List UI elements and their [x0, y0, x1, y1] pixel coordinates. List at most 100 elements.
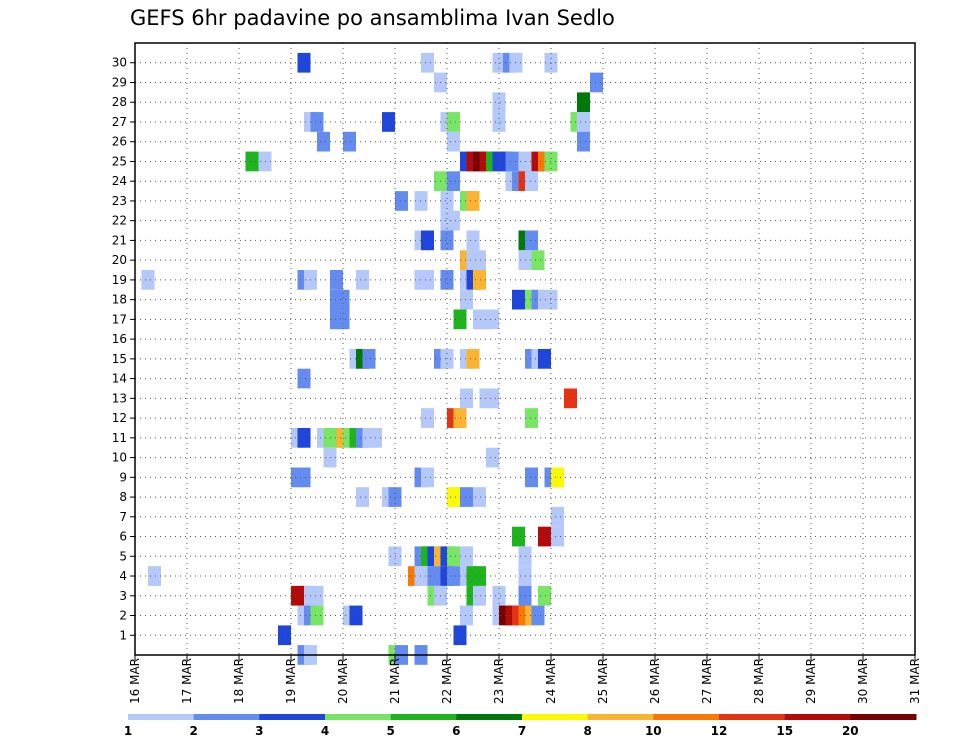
y-tick-label: 24: [112, 174, 127, 188]
data-cell: [310, 605, 324, 626]
y-tick-label: 23: [112, 194, 127, 208]
legend-label: 12: [711, 724, 728, 738]
data-cell: [525, 171, 538, 191]
data-cell: [421, 230, 434, 251]
y-tick-label: 11: [112, 431, 127, 445]
data-cell: [440, 270, 454, 290]
data-cell: [473, 250, 486, 270]
data-cell: [447, 566, 460, 586]
legend-swatch: [193, 714, 260, 720]
y-tick-label: 22: [112, 214, 127, 228]
legend-swatch: [456, 714, 523, 720]
data-cell: [505, 151, 519, 172]
y-tick-label: 13: [112, 391, 127, 405]
legend-swatch: [259, 714, 326, 720]
y-axis: 1234567891011121314151617181920212223242…: [112, 56, 135, 642]
data-cell: [466, 349, 480, 369]
data-cell: [310, 112, 324, 132]
plot-frame: [134, 42, 916, 656]
data-cell: [525, 467, 538, 488]
grid-layer: [135, 43, 915, 655]
data-cell: [356, 270, 369, 290]
data-cell: [395, 191, 408, 211]
x-axis: 16 MAR 17 MAR 18 MAR 19 MAR 20 MAR 21 MAR 22 M…: [128, 655, 922, 704]
data-cell: [447, 210, 460, 231]
data-cell: [440, 191, 454, 211]
data-cell: [531, 250, 545, 270]
y-tick-label: 14: [112, 372, 127, 386]
data-cell: [492, 52, 506, 73]
legend-swatch: [522, 714, 589, 720]
x-tick-label: 31 MAR: [908, 658, 922, 704]
x-tick-label: 18 MAR: [232, 658, 246, 704]
data-cell: [297, 428, 311, 448]
data-cell: [525, 408, 538, 428]
x-tick-label: 30 MAR: [856, 658, 870, 704]
x-tick-label: 22 MAR: [440, 658, 454, 704]
data-cell: [447, 546, 460, 567]
y-tick-label: 1: [119, 628, 127, 642]
y-tick-label: 12: [112, 411, 127, 425]
data-cell: [141, 270, 155, 290]
legend-label: 20: [842, 724, 859, 738]
data-cell: [460, 605, 473, 626]
y-tick-label: 29: [112, 75, 127, 89]
x-tick-label: 16 MAR: [128, 658, 142, 704]
data-cell: [440, 230, 454, 251]
data-cell: [460, 546, 473, 567]
y-tick-label: 19: [112, 273, 127, 287]
x-tick-label: 23 MAR: [492, 658, 506, 704]
data-cell: [525, 230, 538, 251]
y-tick-label: 26: [112, 135, 127, 149]
x-tick-label: 29 MAR: [804, 658, 818, 704]
y-tick-label: 3: [119, 589, 127, 603]
data-cell: [310, 585, 324, 606]
legend-swatch: [128, 714, 195, 720]
y-tick-label: 17: [112, 312, 127, 326]
x-tick-label: 21 MAR: [388, 658, 402, 704]
legend-label: 1: [124, 724, 132, 738]
x-tick-label: 26 MAR: [648, 658, 662, 704]
data-cell: [531, 605, 545, 626]
cells-layer: [141, 52, 603, 665]
data-cell: [460, 487, 473, 507]
data-cell: [512, 289, 525, 310]
data-cell: [486, 309, 499, 330]
legend-label: 5: [387, 724, 395, 738]
data-cell: [421, 467, 434, 488]
data-cell: [551, 467, 564, 488]
data-cell: [577, 131, 590, 152]
data-cell: [486, 388, 499, 409]
y-tick-label: 5: [119, 549, 127, 563]
data-cell: [538, 585, 551, 606]
y-tick-label: 2: [119, 609, 127, 623]
data-cell: [473, 585, 486, 606]
y-tick-label: 6: [119, 530, 127, 544]
data-cell: [421, 270, 434, 290]
data-cell: [245, 151, 259, 172]
data-cell: [447, 171, 460, 191]
data-cell: [492, 92, 506, 113]
legend-swatch: [784, 714, 851, 720]
data-cell: [473, 566, 486, 586]
x-tick-label: 17 MAR: [180, 658, 194, 704]
data-cell: [317, 131, 330, 152]
data-cell: [421, 52, 434, 73]
data-cell: [538, 349, 551, 369]
data-cell: [297, 368, 311, 389]
data-cell: [577, 92, 590, 113]
y-tick-label: 10: [112, 451, 127, 465]
data-cell: [486, 447, 499, 468]
legend-label: 2: [190, 724, 198, 738]
y-tick-label: 25: [112, 154, 127, 168]
y-tick-label: 20: [112, 253, 127, 267]
legend-swatch: [850, 714, 917, 720]
data-cell: [551, 506, 564, 527]
data-cell: [362, 349, 376, 369]
data-cell: [466, 230, 480, 251]
legend-swatch: [325, 714, 392, 720]
legend-label: 4: [321, 724, 329, 738]
y-tick-label: 8: [119, 490, 127, 504]
data-cell: [336, 309, 350, 330]
chart-title: GEFS 6hr padavine po ansamblima Ivan Sed…: [130, 6, 615, 30]
